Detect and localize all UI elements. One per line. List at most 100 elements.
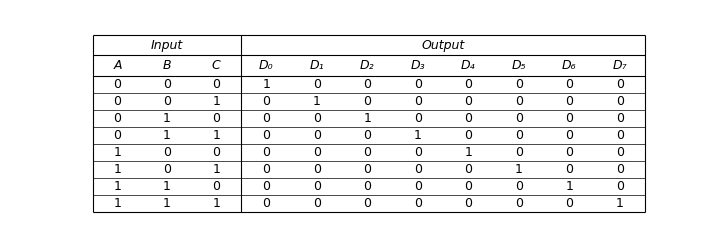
Text: 0: 0: [312, 197, 320, 210]
Text: 1: 1: [565, 180, 573, 193]
Text: 1: 1: [464, 146, 472, 159]
Text: A: A: [113, 59, 122, 72]
Text: 0: 0: [262, 112, 270, 125]
Text: 0: 0: [212, 112, 220, 125]
Text: 0: 0: [414, 146, 422, 159]
Text: 0: 0: [464, 129, 472, 142]
Text: 0: 0: [212, 180, 220, 193]
Text: 0: 0: [616, 163, 624, 176]
Text: 1: 1: [312, 95, 320, 108]
Text: 1: 1: [163, 197, 171, 210]
Text: 0: 0: [464, 95, 472, 108]
Text: 0: 0: [414, 163, 422, 176]
Text: 0: 0: [515, 146, 523, 159]
Text: D₁: D₁: [310, 59, 324, 72]
Text: D₄: D₄: [461, 59, 476, 72]
Text: 1: 1: [163, 180, 171, 193]
Text: 0: 0: [363, 146, 372, 159]
Text: 0: 0: [363, 163, 372, 176]
Text: 0: 0: [212, 146, 220, 159]
Text: 0: 0: [163, 78, 171, 91]
Text: 0: 0: [464, 197, 472, 210]
Text: 0: 0: [515, 78, 523, 91]
Text: 0: 0: [616, 78, 624, 91]
Text: D₅: D₅: [511, 59, 526, 72]
Text: 0: 0: [363, 78, 372, 91]
Text: Output: Output: [421, 39, 464, 52]
Text: 0: 0: [262, 163, 270, 176]
Text: 0: 0: [464, 78, 472, 91]
Text: D₂: D₂: [360, 59, 374, 72]
Text: 1: 1: [616, 197, 624, 210]
Text: 0: 0: [616, 112, 624, 125]
Text: 0: 0: [114, 129, 122, 142]
Text: 1: 1: [163, 112, 171, 125]
Text: D₀: D₀: [258, 59, 274, 72]
Text: 0: 0: [363, 197, 372, 210]
Text: 0: 0: [363, 95, 372, 108]
Text: 0: 0: [464, 112, 472, 125]
Text: B: B: [163, 59, 171, 72]
Text: 1: 1: [212, 197, 220, 210]
Text: 1: 1: [212, 129, 220, 142]
Text: 0: 0: [163, 146, 171, 159]
Text: 0: 0: [414, 112, 422, 125]
Text: Input: Input: [150, 39, 183, 52]
Text: 0: 0: [414, 95, 422, 108]
Text: D₇: D₇: [613, 59, 627, 72]
Text: 0: 0: [262, 146, 270, 159]
Text: 1: 1: [212, 95, 220, 108]
Text: C: C: [212, 59, 220, 72]
Text: 0: 0: [262, 129, 270, 142]
Text: 0: 0: [565, 112, 573, 125]
Text: 0: 0: [312, 78, 320, 91]
Text: 0: 0: [616, 180, 624, 193]
Text: 0: 0: [312, 180, 320, 193]
Text: 1: 1: [364, 112, 371, 125]
Text: 1: 1: [262, 78, 270, 91]
Text: 0: 0: [312, 129, 320, 142]
Text: 0: 0: [363, 129, 372, 142]
Text: 0: 0: [565, 95, 573, 108]
Text: 0: 0: [312, 163, 320, 176]
Text: 0: 0: [114, 78, 122, 91]
Text: 1: 1: [114, 163, 122, 176]
Text: 0: 0: [565, 197, 573, 210]
Text: 0: 0: [515, 95, 523, 108]
Text: 0: 0: [414, 180, 422, 193]
Text: 1: 1: [114, 180, 122, 193]
Text: 0: 0: [262, 95, 270, 108]
Text: 0: 0: [163, 163, 171, 176]
Text: 0: 0: [212, 78, 220, 91]
Text: D₆: D₆: [562, 59, 577, 72]
Text: 0: 0: [565, 78, 573, 91]
Text: 1: 1: [114, 146, 122, 159]
Text: 1: 1: [163, 129, 171, 142]
Text: 0: 0: [515, 180, 523, 193]
Text: 0: 0: [616, 146, 624, 159]
Text: 0: 0: [312, 112, 320, 125]
Text: 0: 0: [464, 180, 472, 193]
Text: 0: 0: [414, 78, 422, 91]
Text: 0: 0: [114, 112, 122, 125]
Text: 0: 0: [565, 146, 573, 159]
Text: 0: 0: [262, 197, 270, 210]
Text: 0: 0: [262, 180, 270, 193]
Text: 0: 0: [515, 112, 523, 125]
Text: 0: 0: [363, 180, 372, 193]
Text: 1: 1: [515, 163, 523, 176]
Text: 0: 0: [464, 163, 472, 176]
Text: 0: 0: [414, 197, 422, 210]
Text: 0: 0: [616, 95, 624, 108]
Text: D₃: D₃: [410, 59, 425, 72]
Text: 1: 1: [414, 129, 422, 142]
Text: 0: 0: [312, 146, 320, 159]
Text: 0: 0: [163, 95, 171, 108]
Text: 0: 0: [114, 95, 122, 108]
Text: 0: 0: [515, 129, 523, 142]
Text: 0: 0: [616, 129, 624, 142]
Text: 0: 0: [565, 163, 573, 176]
Text: 0: 0: [515, 197, 523, 210]
Text: 1: 1: [114, 197, 122, 210]
Text: 1: 1: [212, 163, 220, 176]
